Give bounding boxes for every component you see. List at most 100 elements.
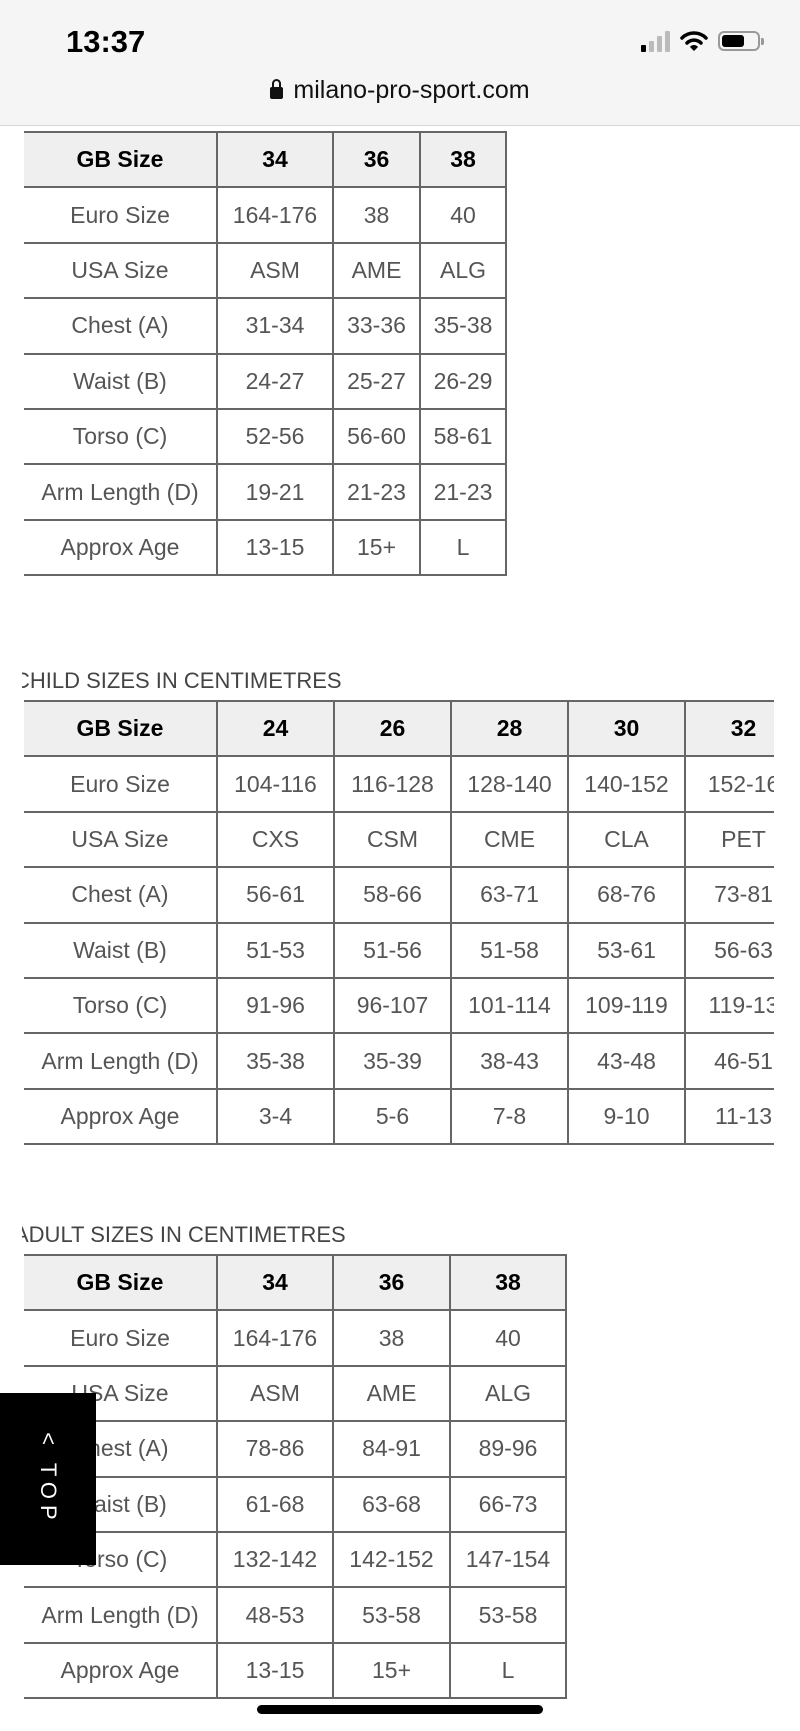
table-cell: 89-96 [449, 1420, 567, 1478]
header-size: 36 [332, 1254, 451, 1312]
table-cell: 53-61 [567, 921, 686, 979]
row-label: USA Size [24, 810, 218, 869]
table-cell: 96-107 [333, 976, 452, 1035]
table-cell: AME [332, 1364, 451, 1423]
table-row: Approx Age 3-4 5-6 7-8 9-10 11-13 [24, 1087, 774, 1146]
table-row: USA Size ASM AME ALG [24, 1364, 567, 1423]
table-cell: 7-8 [450, 1087, 569, 1146]
table-cell: ASM [216, 241, 334, 300]
table-row: Arm Length (D) 19-21 21-23 21-23 [24, 463, 507, 521]
table-header-row: GB Size 34 36 38 [24, 1254, 567, 1312]
size-table: GB Size 24 26 28 30 32 Euro Size 104-116 116-128… [24, 700, 774, 1146]
table-cell: 31-34 [216, 297, 334, 355]
back-to-top-button[interactable]: < TOP [0, 1393, 96, 1565]
header-label: GB Size [24, 700, 218, 758]
table-row: Chest (A) 56-61 58-66 63-71 68-76 73-81 [24, 866, 774, 924]
wifi-icon [680, 31, 708, 51]
table-cell: 38 [332, 1309, 451, 1367]
table-cell: 164-176 [216, 1309, 334, 1367]
table-cell: CME [450, 810, 569, 869]
table-row: Torso (C) 91-96 96-107 101-114 109-119 119-13 [24, 976, 774, 1035]
table-cell: 5-6 [333, 1087, 452, 1146]
row-label: Waist (B) [24, 352, 218, 410]
table-cell: 147-154 [449, 1530, 567, 1589]
table-cell: 48-53 [216, 1586, 334, 1644]
table-cell: CSM [333, 810, 452, 869]
table-row: Arm Length (D) 35-38 35-39 38-43 43-48 46-51 [24, 1032, 774, 1090]
table-cell: 52-56 [216, 407, 334, 466]
table-row: Waist (B) 51-53 51-56 51-58 53-61 56-63 [24, 921, 774, 979]
home-indicator[interactable] [257, 1705, 543, 1714]
table-cell: 128-140 [450, 755, 569, 813]
lock-icon [270, 79, 284, 99]
header-size: 34 [216, 1254, 334, 1312]
row-label: USA Size [24, 241, 218, 300]
table-cell: 56-63 [684, 921, 774, 979]
table-cell: 33-36 [332, 297, 421, 355]
row-label: Euro Size [24, 1309, 218, 1367]
table-cell: 116-128 [333, 755, 452, 813]
table-cell: L [449, 1641, 567, 1700]
row-label: Approx Age [24, 1641, 218, 1700]
header-size: 36 [332, 131, 421, 189]
table-cell: 73-81 [684, 866, 774, 924]
url-bar[interactable]: milano-pro-sport.com [0, 76, 800, 105]
table-cell: 26-29 [419, 352, 507, 410]
table-cell: 15+ [332, 1641, 451, 1700]
table-cell: 68-76 [567, 866, 686, 924]
table-row: Arm Length (D) 48-53 53-58 53-58 [24, 1586, 567, 1644]
table-cell: ALG [449, 1364, 567, 1423]
header-size: 24 [216, 700, 335, 758]
size-table-top: GB Size 34 36 38 Euro Size 164-176 38 40 USA Siz… [24, 131, 507, 577]
table-row: USA Size ASM AME ALG [24, 241, 507, 300]
header-size: 32 [684, 700, 774, 758]
url-text: milano-pro-sport.com [293, 76, 530, 104]
table-cell: 51-53 [216, 921, 335, 979]
header-label: GB Size [24, 131, 218, 189]
child-size-table[interactable]: GB Size 24 26 28 30 32 Euro Size 104-116 116-128… [24, 700, 774, 1146]
table-cell: 53-58 [449, 1586, 567, 1644]
battery-icon [718, 31, 764, 51]
table-cell: 19-21 [216, 463, 334, 521]
table-cell: 132-142 [216, 1530, 334, 1589]
table-row: Euro Size 164-176 38 40 [24, 186, 507, 244]
table-cell: 35-39 [333, 1032, 452, 1090]
table-cell: 25-27 [332, 352, 421, 410]
table-row: Euro Size 164-176 38 40 [24, 1309, 567, 1367]
table-header-row: GB Size 34 36 38 [24, 131, 507, 189]
row-label: Approx Age [24, 1087, 218, 1146]
table-cell: 15+ [332, 518, 421, 577]
table-cell: 35-38 [419, 297, 507, 355]
row-label: Waist (B) [24, 921, 218, 979]
table-cell: 21-23 [332, 463, 421, 521]
table-cell: 9-10 [567, 1087, 686, 1146]
table-row: Approx Age 13-15 15+ L [24, 518, 507, 577]
row-label: Arm Length (D) [24, 1032, 218, 1090]
table-cell: 58-61 [419, 407, 507, 466]
table-row: Euro Size 104-116 116-128 128-140 140-152 152… [24, 755, 774, 813]
table-row: Waist (B) 61-68 63-68 66-73 [24, 1475, 567, 1533]
table-cell: 13-15 [216, 518, 334, 577]
table-cell: AME [332, 241, 421, 300]
size-table: GB Size 34 36 38 Euro Size 164-176 38 40 USA Siz… [24, 131, 507, 577]
header-size: 28 [450, 700, 569, 758]
table-cell: 46-51 [684, 1032, 774, 1090]
table-cell: 140-152 [567, 755, 686, 813]
table-row: USA Size CXS CSM CME CLA PET [24, 810, 774, 869]
table-cell: 56-60 [332, 407, 421, 466]
table-cell: 40 [419, 186, 507, 244]
table-cell: 63-68 [332, 1475, 451, 1533]
row-label: Torso (C) [24, 976, 218, 1035]
table-cell: 101-114 [450, 976, 569, 1035]
size-table: GB Size 34 36 38 Euro Size 164-176 38 40 USA Siz… [24, 1254, 567, 1700]
table-cell: 13-15 [216, 1641, 334, 1700]
row-label: Euro Size [24, 755, 218, 813]
status-icons [641, 30, 764, 52]
table-cell: 164-176 [216, 186, 334, 244]
table-cell: L [419, 518, 507, 577]
row-label: Torso (C) [24, 1530, 218, 1589]
table-cell: 21-23 [419, 463, 507, 521]
header-label: GB Size [24, 1254, 218, 1312]
status-time: 13:37 [66, 24, 146, 59]
table-cell: 11-13 [684, 1087, 774, 1146]
